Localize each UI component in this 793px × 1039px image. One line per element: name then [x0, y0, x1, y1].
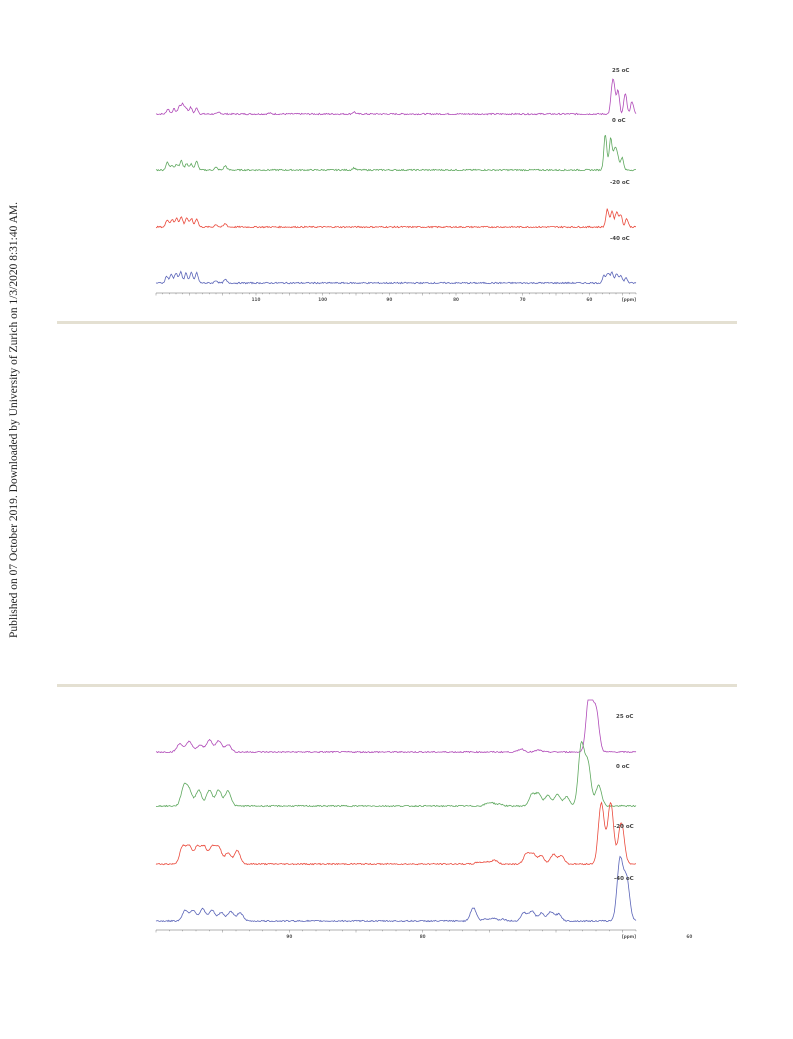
trace-label-0-0: 25 oC [612, 68, 629, 74]
spectrum-line-1-2 [155, 801, 636, 866]
x-tick-label: 60 [686, 934, 692, 939]
trace-label-0-3: -40 oC [610, 236, 630, 242]
x-tick-label: 100 [318, 297, 327, 302]
trace-label-1-3: -40 oC [614, 876, 634, 882]
spectrum-line-0-0 [155, 78, 637, 116]
x-axis-label: [ppm] [622, 934, 636, 939]
x-tick-label: 110 [252, 297, 261, 302]
x-tick-label: 80 [453, 297, 459, 302]
top-spectra-plot: 25 oC 0 oC -20 oC -40 oC 110 100 90 80 70 60 [ppm] [150, 62, 650, 302]
spectrum-line-1-1 [155, 740, 637, 808]
trace-label-0-2: -20 oC [610, 180, 630, 186]
spectrum-line-1-0 [155, 699, 637, 754]
spectrum-line-1-3 [155, 855, 637, 923]
x-tick-label: 80 [420, 934, 426, 939]
trace-label-0-1: 0 oC [612, 118, 626, 124]
x-axis-label: [ppm] [622, 297, 636, 302]
side-note: Published on 07 October 2019. Downloaded… [0, 0, 28, 1039]
bottom-spectra-svg: 25 oC 0 oC -20 oC -40 oC 90 80 60 [ppm] [155, 699, 692, 939]
trace-label-1-0: 25 oC [616, 714, 633, 720]
spectrum-line-0-3 [155, 270, 637, 285]
trace-label-1-1: 0 oC [616, 764, 630, 770]
spectrum-line-0-1 [155, 134, 636, 172]
bottom-spectra-plot: 25 oC 0 oC -20 oC -40 oC 90 80 60 [ppm] [150, 699, 692, 940]
side-note-text: Published on 07 October 2019. Downloaded… [8, 201, 20, 639]
top-spectra-svg: 25 oC 0 oC -20 oC -40 oC 110 100 90 80 70 60 [ppm] [155, 68, 637, 302]
spectrum-line-0-2 [155, 208, 636, 229]
x-tick-label: 90 [286, 934, 292, 939]
divider-top [57, 321, 737, 324]
x-tick-label: 70 [520, 297, 526, 302]
x-tick-label: 90 [386, 297, 392, 302]
x-tick-label: 60 [586, 297, 592, 302]
trace-label-1-2: -20 oC [614, 824, 634, 830]
divider-bottom [57, 684, 737, 687]
